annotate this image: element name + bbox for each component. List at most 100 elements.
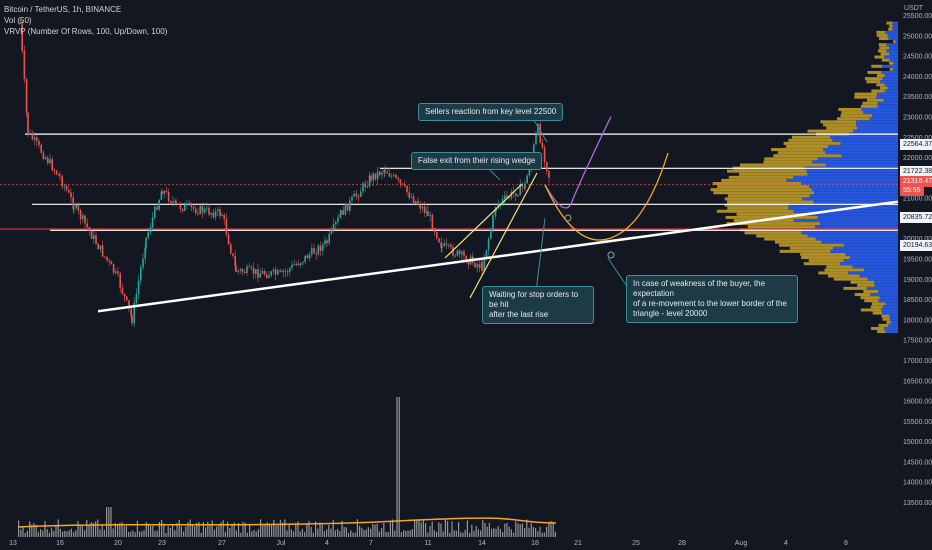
volume-bar [31,524,33,537]
candle-body [417,201,419,205]
volume-bar [141,531,143,537]
candle-body [156,206,158,210]
volume-bar [396,397,398,537]
candle-body [135,293,138,303]
volume-bar [528,527,530,537]
profile-row-up [801,182,898,186]
volume-bar [213,529,215,537]
volume-bar [167,526,169,537]
volume-bar [231,524,233,537]
volume-bar [365,529,367,537]
candle-body [543,147,546,163]
symbol-title[interactable]: Bitcoin / TetherUS, 1h, BINANCE [4,5,122,14]
candle-body [319,245,322,251]
profile-row-up [844,243,898,247]
volume-bar [510,529,512,537]
volume-indicator-label[interactable]: Vol (50) [4,16,32,25]
candle-body [75,204,77,209]
profile-row-up [885,330,898,334]
triangle-trendline [97,200,899,313]
y-tick-label: 16000.00 [903,399,932,406]
candle-body [106,256,108,261]
volume-bar [295,523,297,537]
volume-bar [218,524,220,537]
volume-bar [550,520,552,537]
candle-body [463,251,465,257]
candle-body [208,207,210,215]
current-price-tag: 21316.47 [900,176,932,187]
volume-bar [449,532,451,537]
volume-bar [297,521,299,537]
x-tick-label: 7 [369,540,373,547]
volume-bar [504,523,506,537]
candle-body [535,134,537,145]
profile-row-up [852,265,898,269]
candle-body [419,204,421,209]
profile-row-down [860,308,882,312]
x-tick-label: 13 [9,540,17,547]
volume-bar [75,530,77,537]
candle-body [65,186,68,191]
vrvp-indicator-label[interactable]: VRVP (Number Of Rows, 100, Up/Down, 100) [4,27,168,36]
profile-row-down [838,107,862,111]
volume-bar [506,523,508,537]
profile-row-up [886,49,898,53]
profile-row-down [880,52,890,56]
profile-row-up [880,80,898,84]
volume-bar [341,520,343,537]
candle-body [270,271,272,276]
time-axis: 13 16 20 23 27 Jul 4 7 11 14 18 21 25 28 Aug 4 8 [9,540,848,547]
volume-bar [253,529,255,537]
annotation-sellers-reaction[interactable]: Sellers reaction from key level 22500 [418,103,564,121]
annotation-false-exit[interactable]: False exit from their rising wedge [411,152,543,170]
volume-bar [174,530,176,537]
candle-body [279,270,281,272]
profile-row-up [872,114,898,118]
candle-body [70,192,72,198]
profile-row-up [793,209,898,213]
profile-row-up [870,293,898,297]
candle-body [115,271,117,273]
annotation-buyer-weakness[interactable]: In case of weakness of the buyer, the ex… [626,275,798,323]
y-tick-label: 23000.00 [903,114,932,121]
candle-body [539,123,541,143]
volume-bar [251,531,253,537]
candle-body [21,23,23,51]
candle-body [404,184,406,186]
profile-row-up [809,185,898,189]
candle-body [342,210,344,215]
volume-bar [299,531,301,537]
candle-body [51,159,53,171]
candle-body [36,137,38,142]
volume-bar [286,530,288,537]
candle-body [302,261,304,264]
profile-row-up [840,141,898,145]
candle-body [268,275,270,278]
profile-row-up [806,169,898,173]
candle-body [293,264,295,266]
volume-bar [79,525,81,537]
candle-body [436,232,438,239]
x-tick-label: 21 [574,540,582,547]
volume-bar [497,526,499,537]
profile-row-up [802,197,898,201]
volume-bar [356,519,358,537]
profile-row-down [801,256,850,260]
y-tick-label: 22500.00 [903,135,932,142]
annotation-stop-orders[interactable]: Waiting for stop orders to be hit after … [482,286,594,324]
candle-body [286,271,289,273]
volume-bar [345,527,347,537]
candle-body [97,243,99,250]
profile-row-up [807,172,898,176]
x-tick-label: Aug [735,540,748,547]
volume-bar [466,520,468,537]
profile-row-down [879,37,889,41]
candle-body [29,133,31,135]
volume-bar [403,530,405,537]
profile-row-up [825,163,898,167]
y-tick-label: 15000.00 [903,439,932,446]
candle-body [351,196,353,201]
volume-bar [387,532,389,537]
volume-bar [29,521,31,537]
volume-bar [62,531,64,537]
